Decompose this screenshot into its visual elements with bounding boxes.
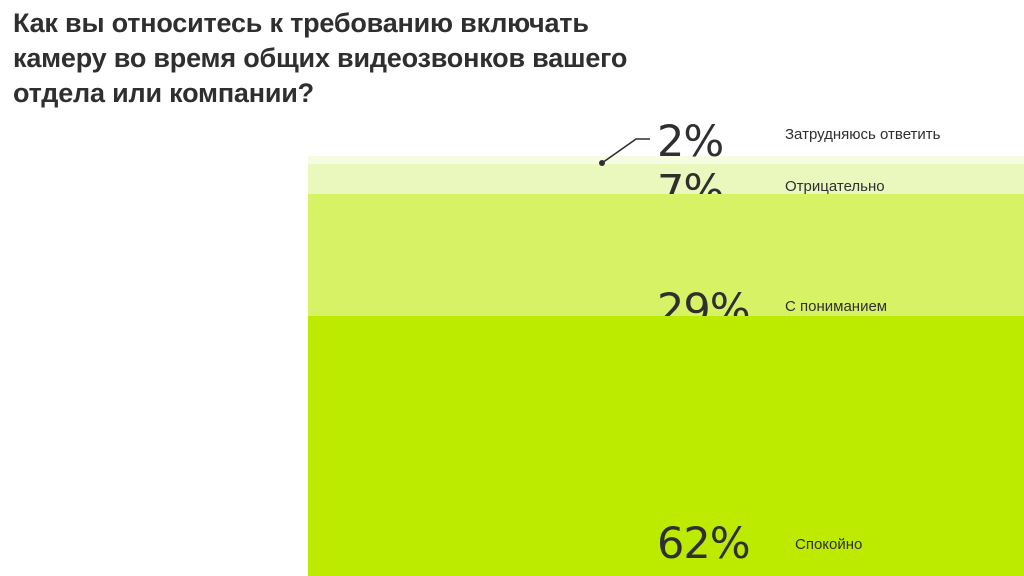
category-label-understanding: С пониманием — [785, 298, 888, 315]
category-label-unsure: Затрудняюсь ответить — [785, 126, 941, 143]
value-label-unsure: 2% — [657, 117, 724, 167]
bar-segment-understanding — [308, 193, 1024, 316]
value-label-calm: 62% — [657, 519, 751, 569]
category-label-calm: Спокойно — [795, 536, 863, 553]
bar-segment-unsure — [308, 156, 1024, 165]
bar-segment-negative — [308, 164, 1024, 194]
chart-title: Как вы относитесь к требованию включать … — [13, 8, 628, 108]
category-label-negative: Отрицательно — [785, 178, 885, 195]
bar-segment-calm — [308, 315, 1024, 576]
